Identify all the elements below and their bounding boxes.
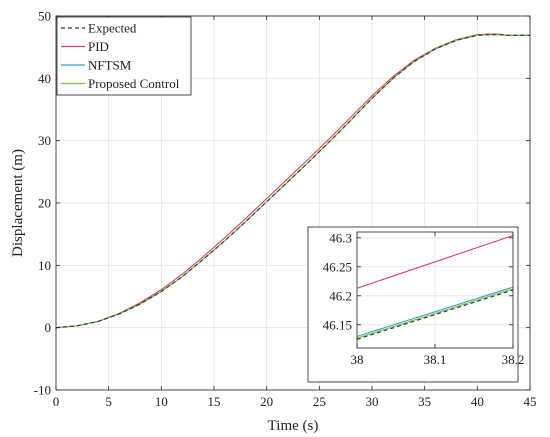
inset-y-tick-label: 46.3 [329,230,352,245]
x-axis-label: Time (s) [268,418,319,434]
inset-series-expected [356,289,514,340]
main-y-tick-label: 20 [38,196,51,211]
inset-ticks: 38 38.1 38.2 46.15 46.2 46.25 46.3 [323,230,525,367]
inset-x-tick-label: 38 [351,352,364,367]
main-x-tick-label: 25 [313,394,326,409]
legend-label-proposed-control: Proposed Control [88,76,180,91]
legend: Expected PID NFTSM Proposed Control [56,16,192,96]
inset-y-tick-label: 46.25 [323,259,352,274]
inset-lines [356,234,514,340]
inset-background [307,226,519,383]
main-y-tick-label: 10 [38,258,51,273]
main-y-tick-label: -10 [34,383,51,398]
inset-series-nftsm [356,286,514,337]
main-y-tick-label: 40 [38,71,51,86]
legend-box [56,16,192,96]
main-series-expected [55,34,530,329]
inset-x-tick-label: 38.2 [502,352,525,367]
main-lines [55,33,530,329]
inset-y-tick-label: 46.15 [323,317,352,332]
main-series-pid [55,33,530,329]
legend-label-nftsm: NFTSM [88,58,132,73]
inset-zoom-chart: 38 38.1 38.2 46.15 46.2 46.25 46.3 [307,226,525,383]
inset-y-tick-label: 46.2 [329,288,352,303]
main-x-tick-label: 35 [418,394,431,409]
main-x-tick-label: 30 [366,394,379,409]
main-x-tick-label: 20 [260,394,273,409]
main-y-tick-label: 50 [38,9,51,24]
legend-label-pid: PID [88,39,109,54]
inset-x-tick-label: 38.1 [424,352,447,367]
main-x-tick-label: 5 [105,394,112,409]
main-y-tick-label: 30 [38,133,51,148]
main-x-tick-label: 15 [208,394,221,409]
y-axis-label: Displacement (m) [10,149,26,257]
main-y-tick-label: 0 [45,320,52,335]
main-x-tick-label: 40 [471,394,484,409]
legend-label-expected: Expected [88,21,137,36]
main-x-tick-label: 0 [53,394,60,409]
inset-series-proposed-control [356,288,514,339]
main-x-tick-label: 10 [155,394,168,409]
main-x-tick-label: 45 [524,394,537,409]
inset-series-pid [356,234,514,289]
